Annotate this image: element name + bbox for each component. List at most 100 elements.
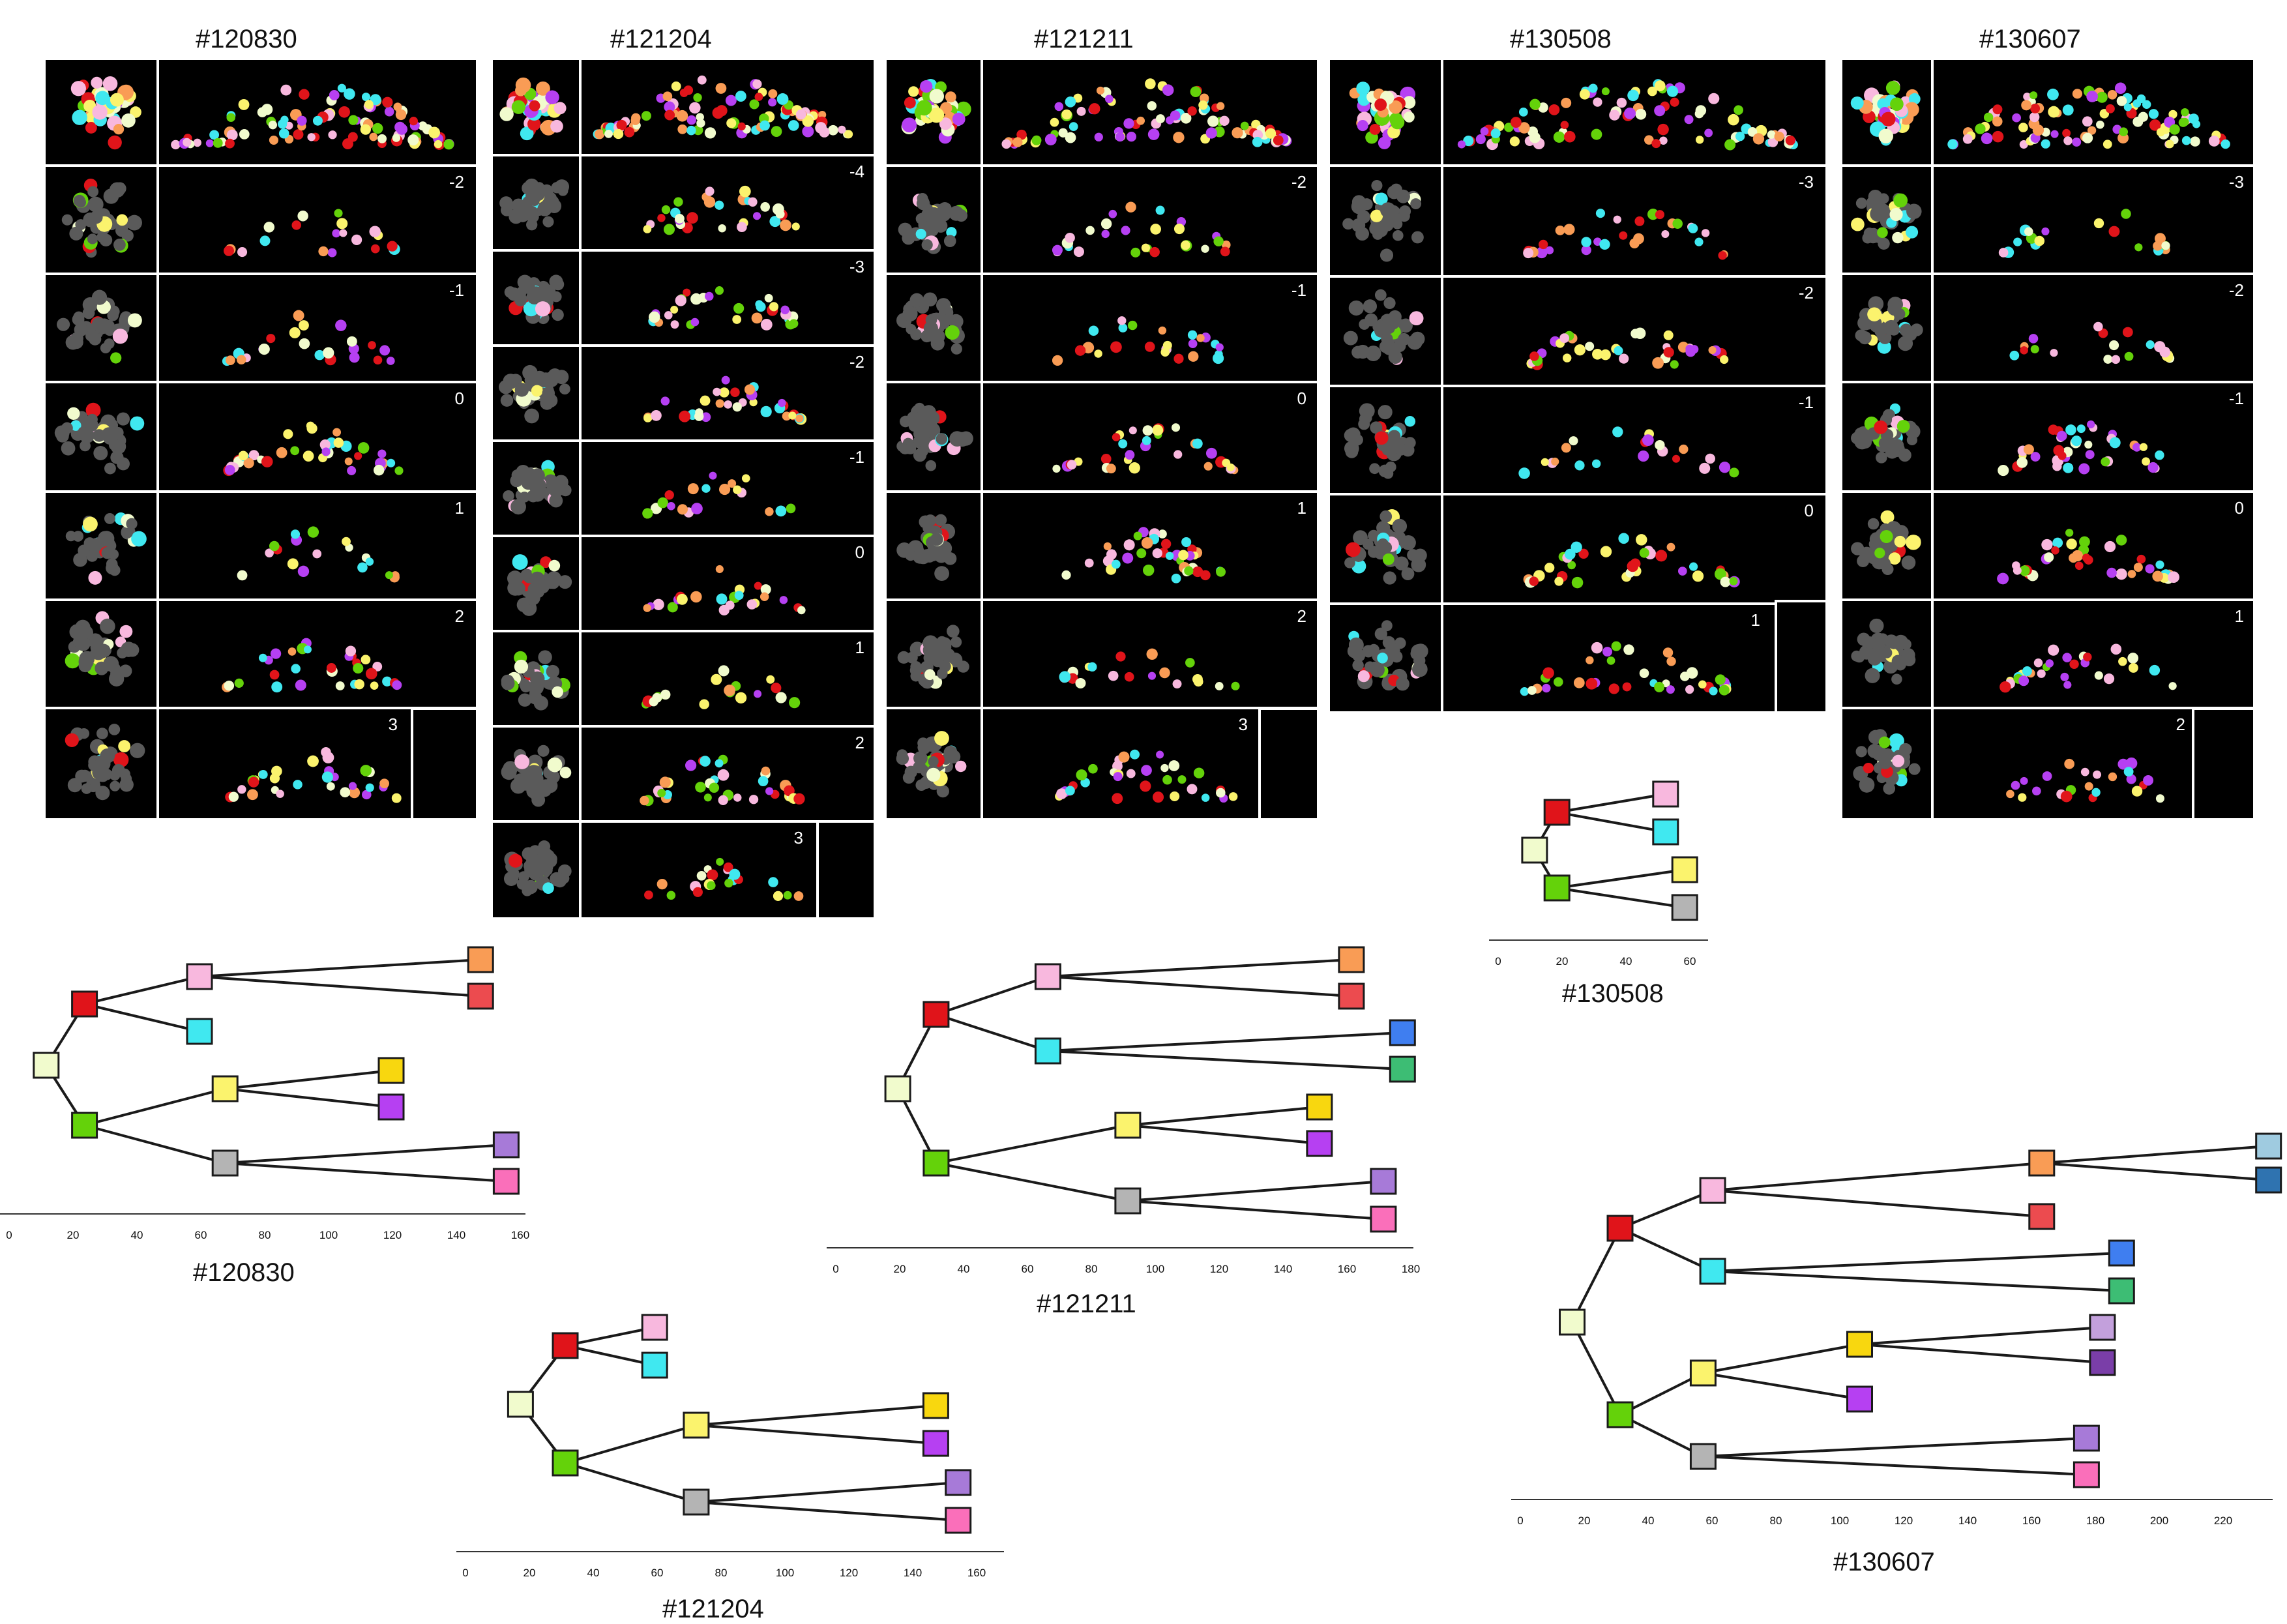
cell [1377, 653, 1388, 664]
cell [1666, 685, 1675, 694]
cell [531, 576, 546, 591]
cell [110, 352, 122, 364]
cell [779, 596, 788, 604]
cell [1372, 223, 1385, 237]
lineage-node-green [552, 1449, 579, 1477]
lineage-node-steelblue [2255, 1166, 2282, 1194]
cell [1061, 109, 1072, 120]
cell [2169, 124, 2180, 135]
cell [540, 396, 554, 410]
cell [2013, 566, 2022, 575]
cell [558, 872, 570, 884]
cell [72, 636, 85, 648]
cell [761, 766, 771, 776]
cell [1975, 123, 1986, 134]
cell [1591, 128, 1602, 140]
axis-tick-label: 0 [1495, 955, 1501, 967]
cell [1714, 568, 1726, 580]
cell [1133, 531, 1142, 540]
cell [1870, 646, 1885, 660]
axis-tick-label: 160 [967, 1567, 986, 1579]
cell [1181, 537, 1192, 548]
cell [1152, 548, 1162, 559]
cell [2116, 535, 2127, 546]
cell [357, 562, 368, 573]
cell [2127, 653, 2139, 664]
axis-tick-label: 180 [1402, 1263, 1420, 1275]
cell [696, 870, 707, 881]
cell [657, 788, 666, 797]
cell [724, 878, 733, 888]
cell [321, 447, 331, 456]
cell [1688, 223, 1698, 233]
cell [1588, 83, 1598, 93]
cell [1146, 648, 1158, 660]
cell [1177, 775, 1187, 784]
cell [760, 406, 772, 418]
lineage-branch [224, 1069, 392, 1090]
lineage-node-cyan [1034, 1037, 1061, 1065]
cell [715, 399, 724, 408]
cell [715, 286, 724, 295]
cell [535, 301, 551, 317]
cell [673, 197, 683, 207]
cell [728, 479, 737, 488]
cell [1122, 552, 1134, 564]
cell [910, 329, 922, 340]
cell [1701, 229, 1710, 237]
cell [1704, 128, 1713, 138]
cell [394, 466, 404, 475]
cell [1638, 450, 1649, 462]
cell [924, 669, 936, 681]
cell [700, 756, 711, 767]
slice-label: 3 [793, 828, 803, 848]
cell [1647, 86, 1657, 96]
cell [1059, 671, 1071, 683]
cell [393, 102, 402, 111]
cell [96, 769, 110, 782]
axis-tick-label: 180 [2086, 1514, 2104, 1527]
cell [553, 102, 567, 115]
cell [1553, 131, 1565, 143]
cell [690, 293, 702, 305]
cell [1402, 96, 1416, 109]
cell [2103, 355, 2113, 364]
cell [1685, 346, 1696, 357]
cell [514, 659, 529, 674]
cell [1190, 86, 1202, 98]
cell [913, 426, 928, 441]
cell [906, 651, 918, 664]
tree-title-130607: #130607 [1833, 1548, 1935, 1576]
cell [1363, 299, 1378, 314]
cell [2023, 93, 2031, 101]
cell [934, 566, 949, 582]
cell [340, 787, 351, 798]
cell [238, 450, 248, 461]
cell [112, 329, 128, 344]
cell [1560, 121, 1569, 129]
cell [945, 325, 960, 340]
cell [276, 447, 288, 458]
cell [1883, 319, 1899, 335]
cell [760, 202, 771, 212]
cell [1591, 459, 1601, 468]
cell [524, 408, 539, 424]
cell [1056, 788, 1067, 799]
cell [1381, 620, 1393, 632]
cell [686, 125, 696, 136]
cell [952, 112, 966, 126]
cell [78, 426, 89, 437]
cell [504, 286, 516, 299]
cell [730, 387, 740, 397]
cell [1475, 134, 1486, 145]
lineage-branch [565, 1424, 697, 1464]
cell [2116, 96, 2127, 106]
cell [780, 219, 791, 231]
cell [1065, 132, 1076, 143]
cell [2155, 450, 2164, 460]
cell [326, 663, 336, 673]
cell [1129, 426, 1137, 435]
cell [913, 761, 926, 774]
lineage-node-salmon [1338, 982, 1365, 1010]
cell [102, 76, 118, 91]
